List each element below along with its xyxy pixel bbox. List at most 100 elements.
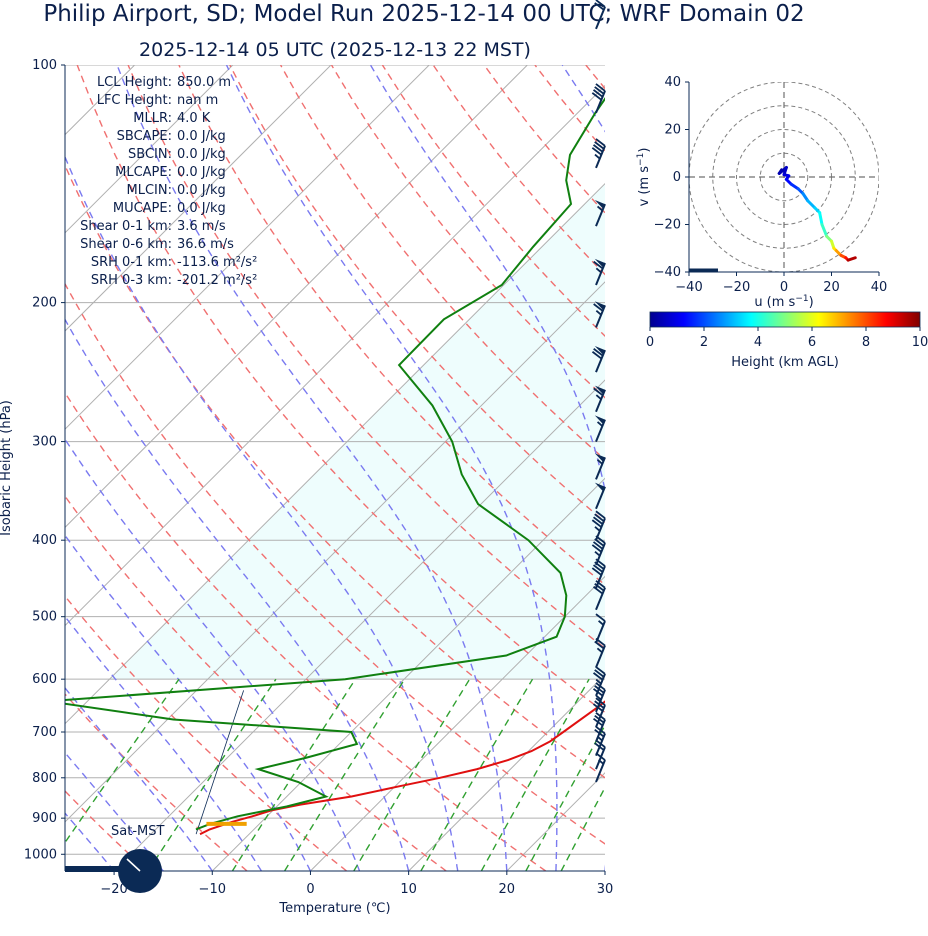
figure-title: Philip Airport, SD; Model Run 2025-12-14… — [43, 1, 804, 27]
barb-flag — [594, 700, 605, 709]
barb-flag — [595, 613, 606, 622]
barb-staff — [595, 419, 606, 442]
isotherm-line — [65, 65, 430, 430]
stat-value: 0.0 J/kg — [177, 201, 226, 216]
stat-label: MLCAPE: — [115, 165, 172, 180]
mixing-ratio-line — [353, 678, 471, 871]
temperature-tick-label: 30 — [597, 882, 614, 897]
barb-flag — [591, 351, 603, 360]
barb-flag — [594, 714, 605, 724]
pressure-tick-label: 1000 — [24, 847, 57, 862]
sounding-profiles — [65, 97, 605, 836]
barb-flag — [594, 2, 605, 11]
stat-value: 0.0 J/kg — [177, 165, 226, 180]
barb-staff — [595, 262, 606, 286]
isotherm-line — [310, 575, 605, 871]
barb-half-flag — [596, 735, 603, 742]
hodograph-ring — [759, 152, 809, 202]
wind-barb — [593, 301, 606, 328]
mixing-ratio-line — [420, 678, 534, 871]
pressure-tick-label: 600 — [32, 672, 57, 687]
stat-label: MLCIN: — [127, 183, 172, 198]
stat-label: LFC Height: — [97, 93, 172, 108]
barb-flag — [595, 682, 606, 691]
barb-flag — [593, 348, 604, 357]
isotherm-line — [65, 183, 605, 725]
stat-value: 0.0 J/kg — [177, 183, 226, 198]
barb-staff — [595, 6, 606, 30]
wind-barb — [594, 637, 606, 668]
dry-adiabat-line — [65, 495, 447, 871]
barb-flag — [593, 387, 604, 397]
colorbar-tick-label: 6 — [808, 335, 816, 350]
barb-flag — [592, 564, 604, 573]
wind-barb — [594, 0, 606, 30]
barb-flag — [592, 688, 604, 697]
hodograph-y-tick-label: 20 — [664, 123, 681, 138]
hodograph-y-tick-label: 40 — [664, 75, 681, 90]
hodograph-ylabel: v (m s−1) — [636, 148, 652, 207]
isotherm-line — [408, 673, 605, 871]
figure-subtitle: 2025-12-14 05 UTC (2025-12-13 22 MST) — [139, 39, 531, 61]
moist-adiabats — [65, 65, 605, 871]
barb-staff — [595, 90, 606, 114]
barb-half-flag — [595, 394, 602, 400]
barb-flag — [595, 535, 606, 544]
barb-half-flag — [596, 647, 603, 654]
barb-flag — [595, 637, 606, 647]
temperature-profile — [199, 700, 605, 836]
moist-adiabat-line — [116, 65, 508, 871]
stat-value: -201.2 m²/s² — [177, 273, 257, 288]
hodograph-x-tick-label: −40 — [675, 280, 702, 295]
barb-flag — [595, 138, 606, 147]
wind-barb — [591, 83, 606, 114]
hodograph-panel: −40 −20 0 20 40 40 20 0 −20 −40 u (m s−1) v (m s−… — [636, 75, 887, 310]
mixing-ratio-line — [480, 678, 590, 871]
barb-flag — [592, 541, 604, 550]
wind-barbs — [591, 0, 606, 783]
barb-half-flag — [596, 205, 603, 212]
barb-half-flag — [598, 759, 604, 765]
stat-label: SRH 0-3 km: — [91, 273, 172, 288]
barb-flag — [592, 586, 604, 595]
barb-half-flag — [594, 526, 601, 532]
dry-adiabat-line — [637, 65, 928, 871]
barb-pennant — [594, 415, 605, 425]
moist-adiabat-line — [65, 318, 410, 871]
moist-adiabat-line — [65, 438, 361, 871]
moist-adiabat-line — [225, 65, 558, 871]
stat-label: Shear 0-1 km: — [80, 219, 172, 234]
pressure-tick-label: 300 — [32, 435, 57, 450]
barb-pennant — [594, 199, 605, 209]
barb-flag — [592, 717, 604, 727]
colorbar-tick-label: 2 — [700, 335, 708, 350]
barb-flag — [594, 86, 605, 95]
barb-flag — [593, 303, 604, 312]
hodograph-segment — [806, 199, 817, 210]
barb-flag — [594, 583, 605, 592]
barb-pennant — [594, 301, 605, 311]
isotherm-line — [65, 84, 605, 627]
wind-barb — [594, 739, 606, 770]
isotherm-line — [65, 281, 605, 823]
hodograph-x-tick-label: 40 — [871, 280, 888, 295]
barb-half-flag — [598, 620, 604, 626]
barb-flag — [591, 544, 602, 553]
stat-label: LCL Height: — [97, 75, 172, 90]
barb-half-flag — [594, 153, 601, 160]
mixing-ratio-line — [525, 723, 605, 871]
dry-adiabat-line — [840, 65, 928, 871]
stat-label: SBCAPE: — [117, 129, 172, 144]
barb-flag — [595, 558, 606, 567]
stat-value: 850.0 m — [177, 75, 231, 90]
barb-staff — [595, 349, 606, 373]
wind-barb — [595, 752, 606, 783]
barb-flag — [593, 260, 604, 270]
barb-half-flag — [595, 678, 602, 685]
barb-staff — [595, 305, 606, 328]
colorbar-ticks: 0 2 4 6 8 10 — [646, 327, 928, 350]
temperature-tick-label: 10 — [400, 882, 417, 897]
wind-barb — [591, 558, 606, 589]
dry-adiabat-line — [65, 282, 605, 845]
